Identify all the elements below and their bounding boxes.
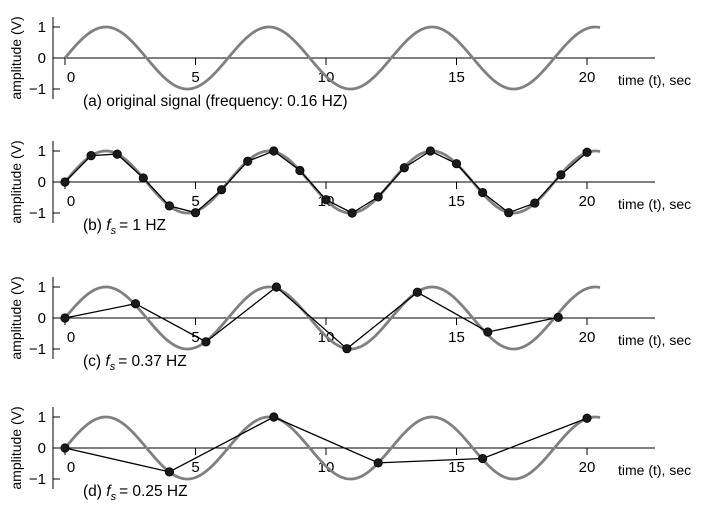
sample-point (399, 163, 409, 173)
y-axis-label: amplitude (V) (8, 140, 24, 223)
y-tick-label: 0 (38, 440, 46, 457)
panel-a: amplitude (V) 10−10 5 10 15 20 time (t), sec(a… (8, 16, 691, 110)
sample-point (60, 443, 70, 453)
sample-point (321, 195, 331, 205)
sample-point (190, 208, 201, 218)
sample-point (530, 198, 540, 208)
sample-point (483, 327, 493, 337)
x-tick-label: 20 (579, 69, 596, 86)
panel-caption: (d) fs = 0.25 HZ (83, 483, 188, 503)
sample-point (60, 177, 70, 187)
sample-point (582, 413, 592, 423)
sample-point (164, 467, 174, 477)
x-tick-label: 5 (191, 193, 199, 210)
x-tick-label: 15 (448, 459, 465, 476)
x-tick-label: 15 (448, 329, 465, 346)
original-signal-curve (63, 25, 601, 91)
sample-point (425, 146, 435, 156)
sample-point (342, 344, 352, 354)
y-axis-label: amplitude (V) (8, 406, 24, 489)
sample-point (138, 173, 148, 183)
y-tick-label: −1 (29, 341, 46, 358)
sample-point (217, 185, 227, 195)
sample-point (295, 165, 305, 176)
x-tick-label: 5 (191, 69, 199, 86)
sample-point (243, 156, 253, 166)
y-axis-label: amplitude (V) (8, 276, 24, 359)
x-tick-label: 20 (579, 329, 596, 346)
sample-point (477, 187, 488, 198)
y-tick-label: −1 (29, 471, 46, 488)
x-tick-label: 5 (191, 459, 199, 476)
x-tick-label: 0 (67, 193, 75, 210)
sample-point (451, 159, 462, 169)
x-axis-label: time (t), sec (618, 72, 691, 88)
original-signal-curve (63, 285, 601, 351)
panel-c: amplitude (V) 10−10 5 10 15 20 time (t), sec(c… (8, 276, 691, 373)
x-axis-label: time (t), sec (618, 196, 691, 212)
sample-point (373, 192, 383, 202)
x-axis-label: time (t), sec (618, 462, 691, 478)
y-tick-label: 0 (38, 50, 46, 67)
sample-point (477, 453, 488, 464)
sample-point (112, 149, 122, 159)
y-tick-label: −1 (29, 81, 46, 98)
sample-point (271, 282, 282, 292)
sample-point (504, 208, 514, 218)
panel-caption: (a) original signal (frequency: 0.16 HZ) (83, 93, 347, 110)
y-tick-label: 1 (38, 279, 46, 296)
y-axis-label: amplitude (V) (8, 16, 24, 99)
sampled-signal-line (64, 286, 559, 350)
sample-point (582, 147, 592, 157)
sample-point (269, 146, 279, 156)
x-tick-label: 20 (579, 193, 596, 210)
sampled-signal-line (64, 416, 588, 473)
sample-point (556, 170, 566, 180)
y-tick-label: 0 (38, 174, 46, 191)
x-tick-label: 15 (448, 193, 465, 210)
sample-point (347, 208, 357, 218)
y-tick-label: 1 (38, 19, 46, 36)
sample-point (201, 337, 211, 347)
panel-caption: (b) fs = 1 HZ (83, 217, 166, 237)
x-tick-label: 20 (579, 459, 596, 476)
sample-point (164, 201, 174, 211)
x-tick-label: 15 (448, 69, 465, 86)
y-tick-label: 0 (38, 310, 46, 327)
sample-point (60, 313, 70, 323)
sample-point (373, 458, 383, 468)
sample-point (412, 287, 422, 297)
panel-caption: (c) fs = 0.37 HZ (83, 353, 187, 373)
y-tick-label: 1 (38, 143, 46, 160)
y-tick-label: 1 (38, 409, 46, 426)
x-tick-label: 0 (67, 459, 75, 476)
x-axis-label: time (t), sec (618, 332, 691, 348)
panel-d: amplitude (V) 10−10 5 10 15 20 time (t), sec(d… (8, 406, 691, 503)
x-tick-label: 0 (67, 69, 75, 86)
sample-point (86, 151, 96, 161)
original-signal-curve (63, 415, 601, 481)
sample-point (269, 412, 279, 422)
x-tick-label: 5 (191, 329, 199, 346)
sample-point (553, 312, 563, 322)
x-tick-label: 0 (67, 329, 75, 346)
sample-point (130, 299, 141, 309)
y-tick-label: −1 (29, 205, 46, 222)
